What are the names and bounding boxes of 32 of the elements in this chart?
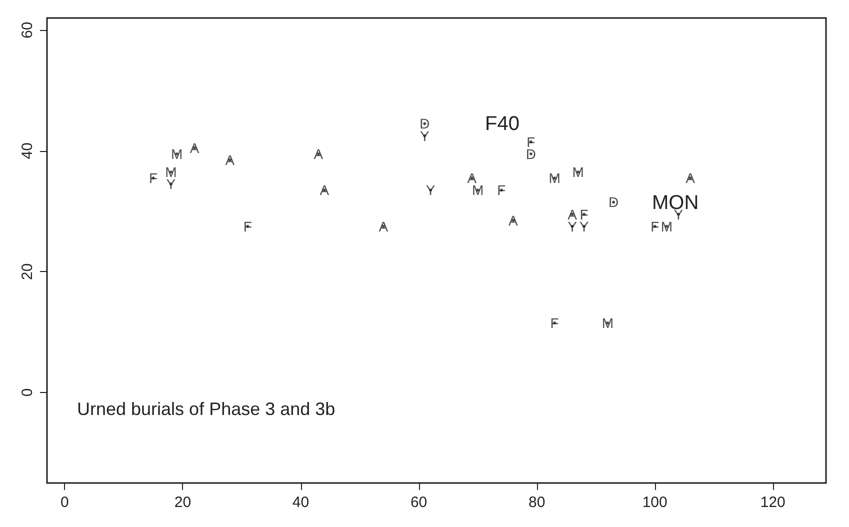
text: M [602, 314, 614, 331]
annotation: Urned burials of Phase 3 and 3b [77, 399, 336, 419]
text: F [650, 218, 660, 234]
x-tick-label: 120 [760, 494, 786, 511]
text: A [225, 152, 235, 168]
series-label: F [243, 218, 252, 234]
text: M [572, 164, 584, 180]
text: D [608, 194, 619, 210]
text: A [686, 170, 695, 186]
text: F [550, 314, 559, 331]
x-tick-label: 80 [528, 494, 546, 511]
text: A [314, 146, 324, 162]
x-tick-label: 20 [174, 494, 192, 511]
y-tick-label: 40 [19, 142, 36, 160]
x-tick-label: 40 [292, 494, 310, 511]
text: Y [426, 182, 436, 198]
text: A [508, 212, 518, 228]
text: M [548, 170, 560, 186]
y-tick-label: 20 [19, 263, 36, 280]
text: A [190, 140, 200, 156]
text: F [497, 182, 506, 198]
annotation: F40 [485, 113, 520, 135]
text: A [378, 218, 388, 234]
x-tick-label: 100 [642, 494, 668, 511]
x-tick-label: 0 [60, 494, 69, 511]
y-tick-label: 0 [19, 388, 36, 397]
text: F [148, 170, 158, 186]
text: M [170, 146, 183, 162]
x-tick-label: 60 [410, 494, 428, 511]
text: M [660, 218, 672, 234]
text: A [320, 182, 330, 198]
y-tick-label: 60 [19, 22, 36, 38]
